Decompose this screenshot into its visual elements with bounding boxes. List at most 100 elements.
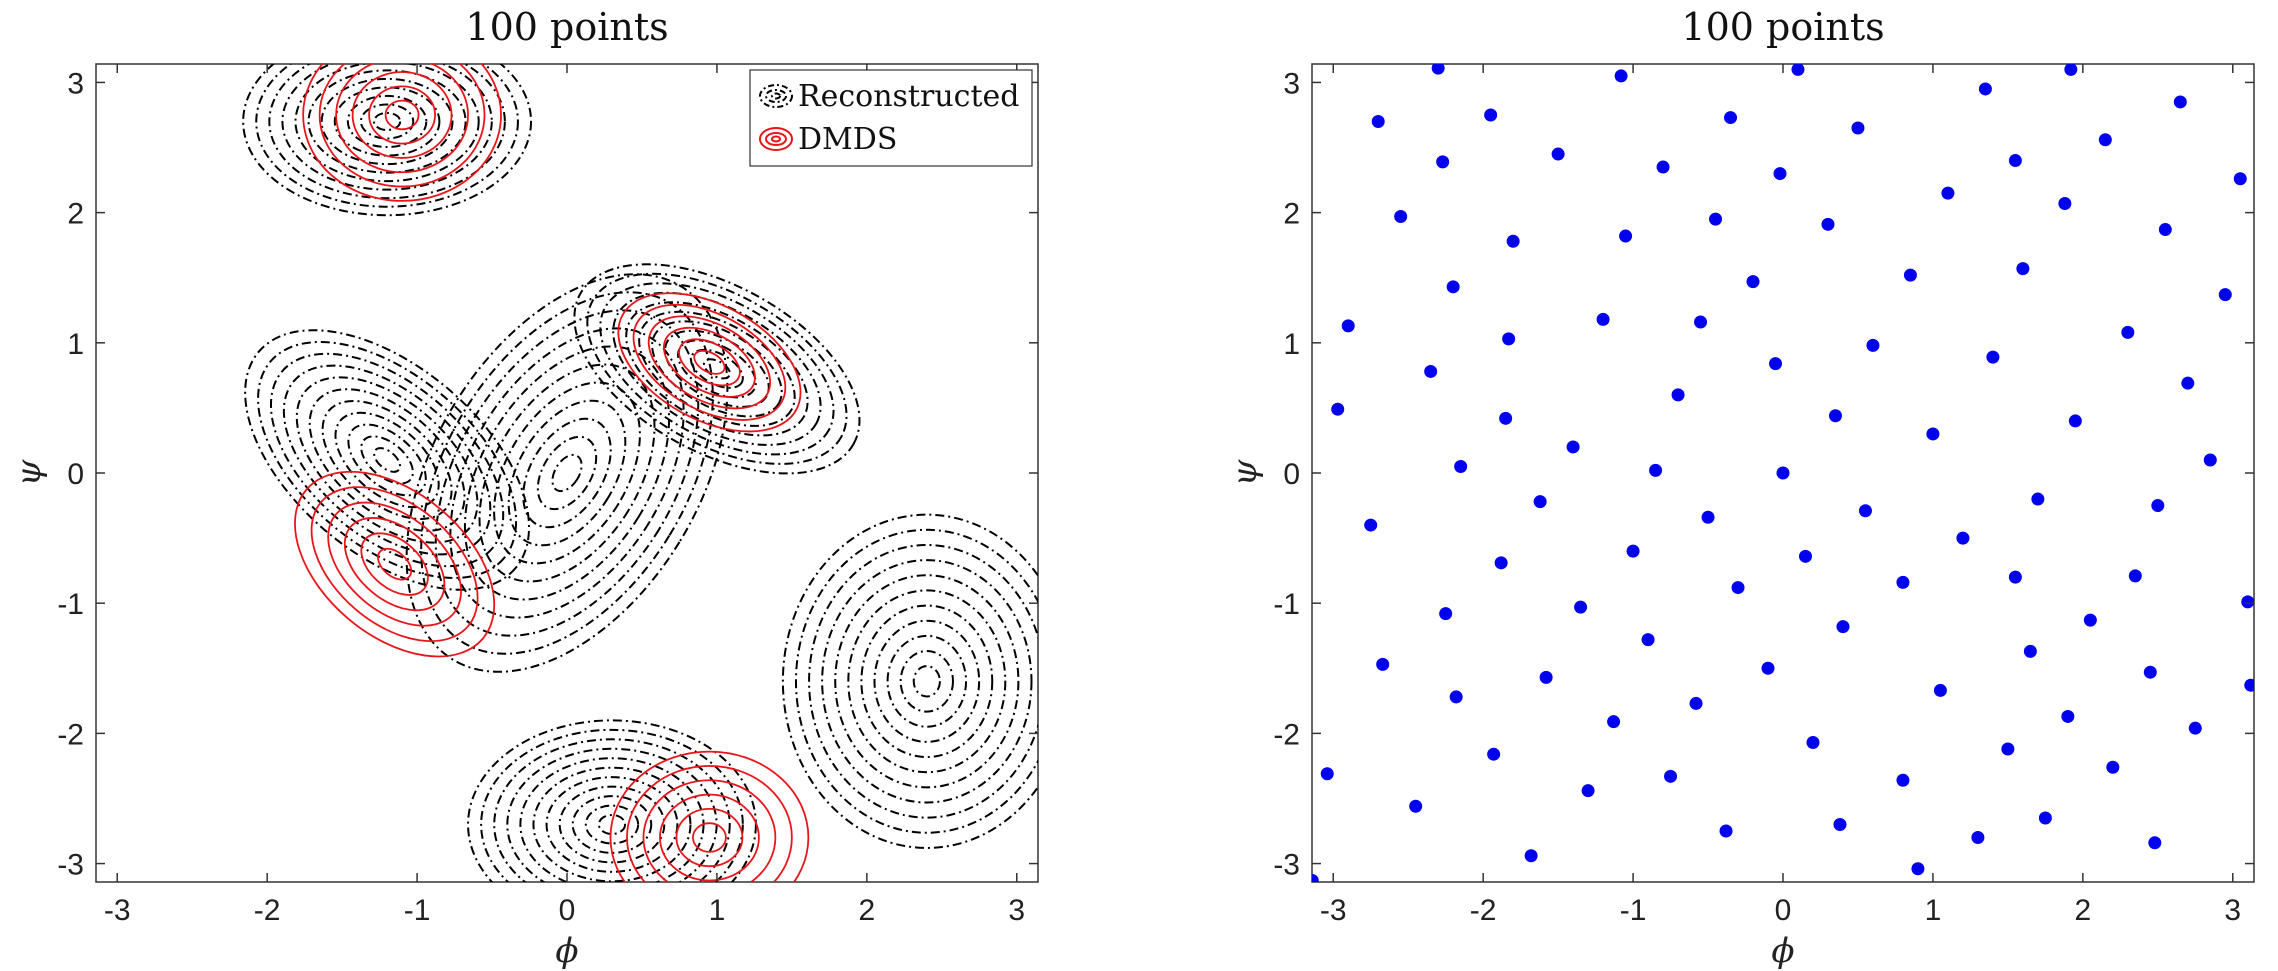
contour-title: 100 points — [465, 5, 668, 49]
reconstructed-contour-level — [860, 604, 994, 759]
dmds-contour-level — [626, 765, 793, 882]
scatter-point — [2098, 133, 2112, 147]
scatter-point — [1769, 357, 1783, 371]
scatter-point — [1828, 409, 1842, 423]
scatter-point — [1641, 633, 1655, 647]
reconstructed-contour-level — [308, 388, 466, 532]
scatter-point — [1903, 268, 1917, 282]
reconstructed-contour-level — [702, 358, 731, 380]
scatter-point — [1596, 312, 1610, 326]
reconstructed-contour-level — [584, 804, 640, 845]
dmds-contour-level — [662, 326, 756, 398]
contour-y-tick-label: 1 — [67, 328, 84, 361]
scatter-point — [1971, 831, 1985, 845]
scatter-point — [1724, 111, 1738, 125]
scatter-point — [2001, 742, 2015, 756]
dmds-contour-level — [327, 501, 462, 627]
reconstructed-contour-level — [873, 619, 981, 743]
scatter-point — [1986, 350, 2000, 364]
scatter-points — [1312, 64, 2254, 882]
contour-y-axis-label: ψ — [9, 459, 49, 486]
scatter-point — [1956, 531, 1970, 545]
scatter-y-tick-label: 1 — [1283, 328, 1300, 361]
reconstructed-contour-level — [405, 273, 729, 673]
contour-plot-area — [95, 63, 1039, 883]
scatter-point — [1449, 690, 1463, 704]
contour-panel: 100 points -3 -2 -1 0 1 2 3 3 2 1 0 -1 -2 -3 ϕ ψ Reco… — [9, 5, 1039, 971]
scatter-point — [1941, 186, 1955, 200]
dmds-contour-level — [659, 793, 760, 882]
scatter-point — [2233, 172, 2247, 186]
scatter-point — [1911, 862, 1925, 876]
scatter-point — [1502, 332, 1516, 346]
scatter-y-tick-label: -2 — [1273, 718, 1300, 751]
scatter-point — [1858, 504, 1872, 518]
reconstructed-contour-level — [307, 69, 467, 174]
contour-x-tick-label: 3 — [1008, 894, 1025, 927]
scatter-point — [2061, 709, 2075, 723]
scatter-point — [1551, 147, 1565, 161]
scatter-y-tick-label: -3 — [1273, 849, 1300, 882]
reconstructed-contour-level — [612, 291, 822, 446]
scatter-point — [1499, 411, 1513, 425]
scatter-point — [1581, 784, 1595, 798]
reconstructed-contour-level — [795, 528, 1038, 834]
reconstructed-contour-level — [834, 574, 1020, 789]
dmds-contour-level — [310, 486, 479, 642]
scatter-panel: 100 points -3 -2 -1 0 1 2 3 3 2 1 0 -1 -2 -3 ϕ ψ — [1225, 5, 2255, 971]
dmds-contour-level — [692, 822, 727, 853]
scatter-point — [1506, 234, 1520, 248]
contour-legend: Reconstructed DMDS — [749, 69, 1033, 167]
contour-y-tick-label: 3 — [67, 67, 84, 100]
scatter-point — [1896, 575, 1910, 589]
scatter-point — [2151, 499, 2165, 513]
dmds-contour-level — [294, 470, 496, 658]
scatter-point — [1806, 735, 1820, 749]
contour-y-tick-label: 0 — [67, 458, 84, 491]
scatter-x-tick-label: 0 — [1775, 894, 1792, 927]
scatter-point — [2008, 570, 2022, 584]
contour-x-tick-label: -2 — [254, 894, 281, 927]
scatter-x-tick-label: 1 — [1925, 894, 1942, 927]
reconstructed-contour-level — [321, 399, 453, 520]
scatter-point — [1731, 581, 1745, 595]
reconstructed-contour-level — [294, 64, 480, 183]
reconstructed-contour-level — [281, 64, 493, 191]
dmds-contour-level — [302, 64, 502, 202]
scatter-x-tick-label: 3 — [2224, 894, 2241, 927]
dmds-contour-level — [384, 99, 420, 131]
reconstructed-contour-level — [597, 814, 627, 835]
scatter-axis-ticks: -3 -2 -1 0 1 2 3 3 2 1 0 -1 -2 -3 — [1273, 64, 2254, 927]
contour-x-tick-label: 0 — [559, 894, 576, 927]
scatter-point — [1709, 212, 1723, 226]
contour-lines — [242, 64, 1038, 882]
scatter-x-axis-label: ϕ — [1771, 931, 1794, 971]
scatter-point — [1394, 210, 1408, 224]
scatter-point — [1487, 747, 1501, 761]
scatter-point — [2188, 721, 2202, 735]
scatter-point — [1341, 319, 1355, 333]
reconstructed-contour-level — [334, 411, 440, 509]
scatter-point — [2023, 644, 2037, 658]
scatter-y-tick-label: -1 — [1273, 588, 1300, 621]
scatter-y-tick-label: 0 — [1283, 458, 1300, 491]
reconstructed-contour-level — [359, 103, 415, 140]
dmds-contour-level — [335, 64, 469, 174]
scatter-point — [1689, 696, 1703, 710]
reconstructed-contour-level — [571, 795, 653, 854]
reconstructed-contour-level — [420, 291, 714, 655]
scatter-point — [1436, 155, 1450, 169]
scatter-point — [2241, 595, 2254, 609]
legend-icon-reconstructed — [759, 84, 793, 108]
reconstructed-contour-level — [373, 111, 402, 132]
scatter-title: 100 points — [1681, 5, 1884, 49]
reconstructed-contour-level — [320, 77, 454, 166]
legend-box — [749, 69, 1033, 167]
scatter-point — [2148, 836, 2162, 850]
dmds-contour-level — [675, 807, 744, 868]
scatter-point — [1773, 167, 1787, 181]
reconstructed-contour-level — [268, 64, 506, 200]
scatter-point — [1533, 495, 1547, 509]
scatter-point — [1798, 549, 1812, 563]
